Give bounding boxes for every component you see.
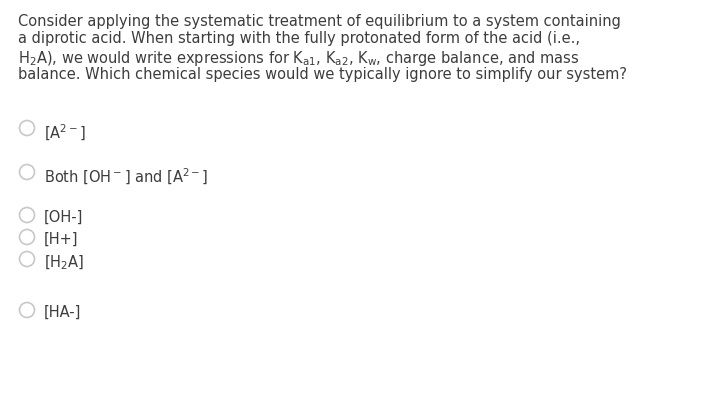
Text: [H+]: [H+] bbox=[44, 232, 78, 247]
Text: Consider applying the systematic treatment of equilibrium to a system containing: Consider applying the systematic treatme… bbox=[18, 14, 621, 29]
Text: [HA-]: [HA-] bbox=[44, 305, 81, 320]
Text: [H$_2$A]: [H$_2$A] bbox=[44, 254, 84, 272]
Text: [OH-]: [OH-] bbox=[44, 210, 84, 225]
Text: $\mathsf{H_2A}$), we would write expressions for $\mathsf{K_{a1}}$, $\mathsf{K_{: $\mathsf{H_2A}$), we would write express… bbox=[18, 49, 580, 68]
Text: balance. Which chemical species would we typically ignore to simplify our system: balance. Which chemical species would we… bbox=[18, 66, 627, 81]
Text: [A$^{2-}$]: [A$^{2-}$] bbox=[44, 123, 86, 143]
Text: Both [OH$^-$] and [A$^{2-}$]: Both [OH$^-$] and [A$^{2-}$] bbox=[44, 167, 209, 187]
Text: a diprotic acid. When starting with the fully protonated form of the acid (i.e.,: a diprotic acid. When starting with the … bbox=[18, 31, 580, 46]
